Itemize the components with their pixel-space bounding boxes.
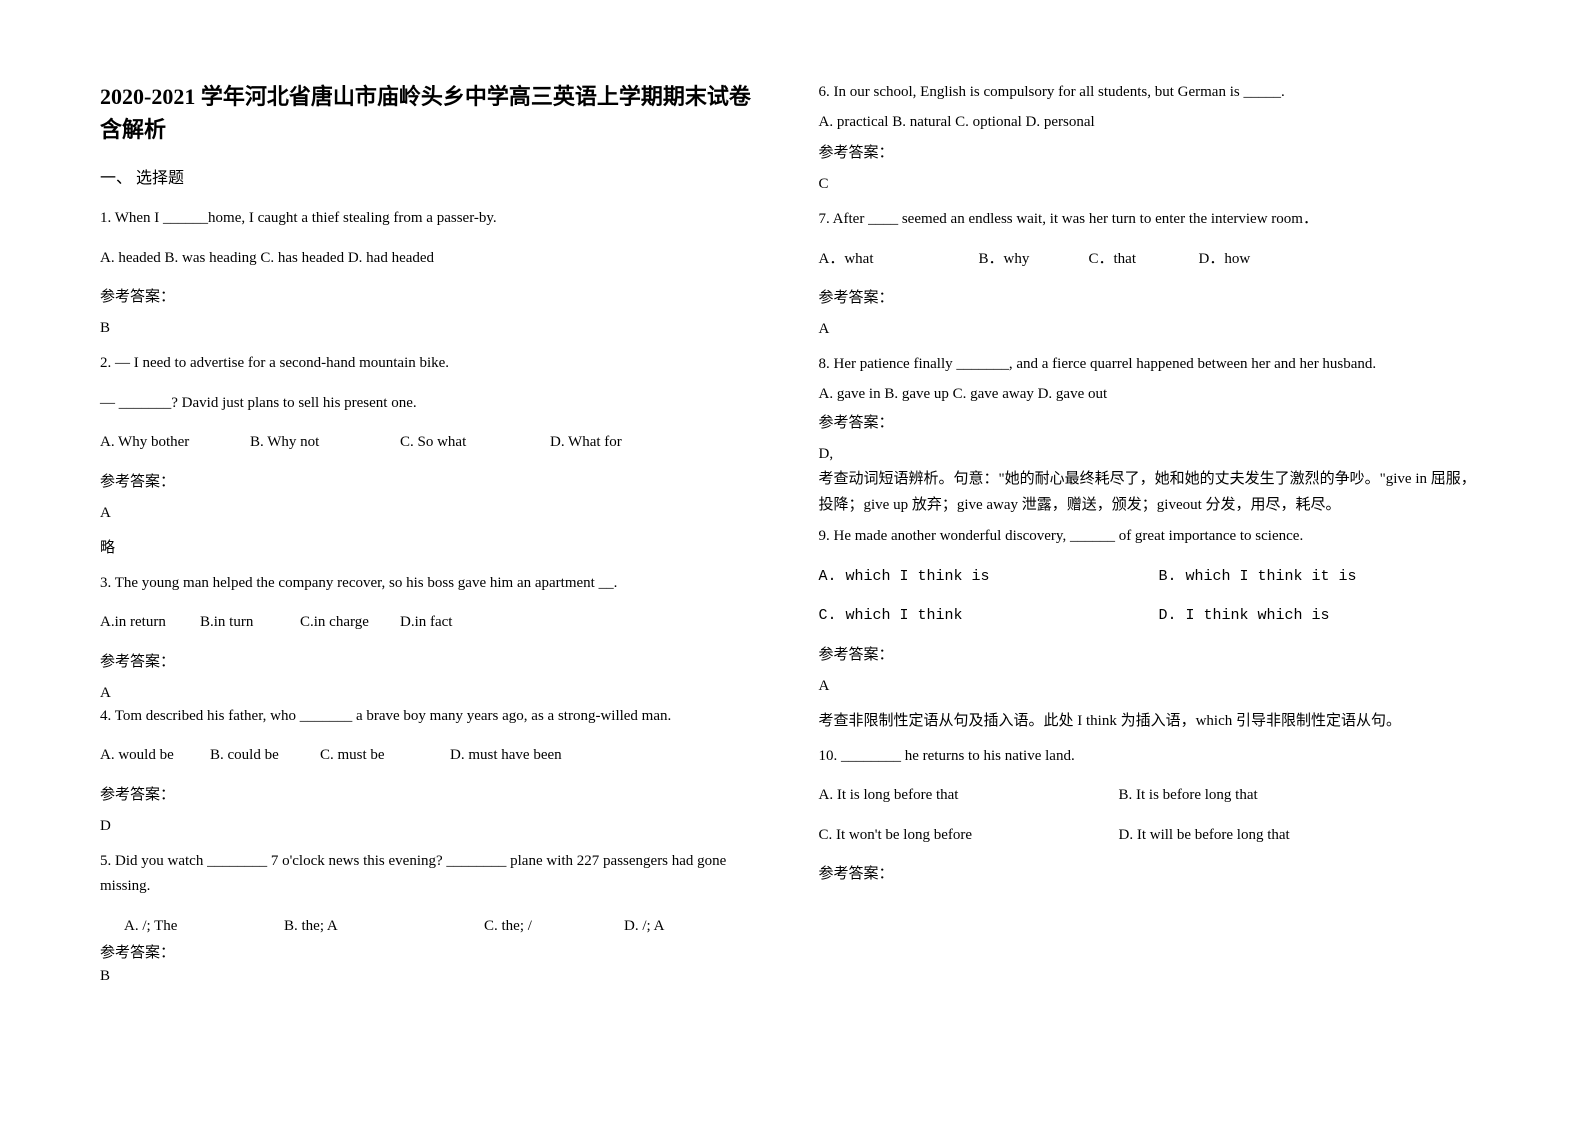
q3-optA: A.in return xyxy=(100,610,200,636)
q10-optA: A. It is long before that xyxy=(819,783,1119,809)
q4-optA: A. would be xyxy=(100,743,210,769)
q9-optD: D. I think which is xyxy=(1159,603,1330,629)
q9-options-row1: A. which I think is B. which I think it … xyxy=(819,564,1488,590)
q1-text: 1. When I ______home, I caught a thief s… xyxy=(100,206,769,232)
q10-text: 10. ________ he returns to his native la… xyxy=(819,744,1488,770)
q8-options: A. gave in B. gave up C. gave away D. ga… xyxy=(819,382,1488,408)
q8-explain: 考查动词短语辨析。句意："她的耐心最终耗尽了，她和她的丈夫发生了激烈的争吵。"g… xyxy=(819,467,1488,518)
q5-answer: B xyxy=(100,968,769,985)
q1-options: A. headed B. was heading C. has headed D… xyxy=(100,246,769,272)
q2-optB: B. Why not xyxy=(250,430,400,456)
q4-text: 4. Tom described his father, who _______… xyxy=(100,704,769,730)
q5-optD: D. /; A xyxy=(624,914,664,940)
q10-options-row2: C. It won't be long before D. It will be… xyxy=(819,823,1488,849)
q2-optA: A. Why bother xyxy=(100,430,250,456)
q8-answer: D, xyxy=(819,446,1488,463)
q6-answer: C xyxy=(819,176,1488,193)
q7-optD: D．how xyxy=(1199,247,1251,273)
q2-optD: D. What for xyxy=(550,430,622,456)
q5-optC: C. the; / xyxy=(484,914,624,940)
q2-answer: A xyxy=(100,505,769,522)
q5-text: 5. Did you watch ________ 7 o'clock news… xyxy=(100,849,769,900)
q7-optC: C．that xyxy=(1089,247,1199,273)
q3-options: A.in return B.in turn C.in charge D.in f… xyxy=(100,610,769,636)
q9-answer-label: 参考答案： xyxy=(819,643,1488,664)
q6-options: A. practical B. natural C. optional D. p… xyxy=(819,110,1488,136)
q5-optA: A. /; The xyxy=(124,914,284,940)
q3-text: 3. The young man helped the company reco… xyxy=(100,571,769,597)
q2-line2: — _______? David just plans to sell his … xyxy=(100,391,769,417)
q10-optB: B. It is before long that xyxy=(1119,783,1258,809)
q5-optB: B. the; A xyxy=(284,914,484,940)
q6-answer-label: 参考答案： xyxy=(819,141,1488,162)
q9-explain: 考查非限制性定语从句及插入语。此处 I think 为插入语，which 引导非… xyxy=(819,709,1488,730)
q4-optC: C. must be xyxy=(320,743,450,769)
q3-answer: A xyxy=(100,685,769,702)
q4-options: A. would be B. could be C. must be D. mu… xyxy=(100,743,769,769)
q5-answer-label: 参考答案： xyxy=(100,941,769,962)
q7-optA: A．what xyxy=(819,247,979,273)
q4-answer-label: 参考答案： xyxy=(100,783,769,804)
q10-answer-label: 参考答案： xyxy=(819,862,1488,883)
q2-answer-label: 参考答案： xyxy=(100,470,769,491)
q3-answer-label: 参考答案： xyxy=(100,650,769,671)
q5-options: A. /; The B. the; A C. the; / D. /; A xyxy=(100,914,769,940)
q3-optB: B.in turn xyxy=(200,610,300,636)
q6-text: 6. In our school, English is compulsory … xyxy=(819,80,1488,106)
q8-text: 8. Her patience finally _______, and a f… xyxy=(819,352,1488,378)
right-column: 6. In our school, English is compulsory … xyxy=(819,80,1488,1082)
q9-optC: C. which I think xyxy=(819,603,1159,629)
q1-answer: B xyxy=(100,320,769,337)
q7-text: 7. After ____ seemed an endless wait, it… xyxy=(819,207,1488,233)
q4-answer: D xyxy=(100,818,769,835)
q10-options-row1: A. It is long before that B. It is befor… xyxy=(819,783,1488,809)
q2-line1: 2. — I need to advertise for a second-ha… xyxy=(100,351,769,377)
q3-optD: D.in fact xyxy=(400,610,452,636)
left-column: 2020-2021 学年河北省唐山市庙岭头乡中学高三英语上学期期末试卷含解析 一… xyxy=(100,80,769,1082)
q7-options: A．what B．why C．that D．how xyxy=(819,247,1488,273)
q9-optB: B. which I think it is xyxy=(1159,564,1357,590)
q7-answer-label: 参考答案： xyxy=(819,286,1488,307)
q7-optB: B．why xyxy=(979,247,1089,273)
q4-optD: D. must have been xyxy=(450,743,562,769)
q4-optB: B. could be xyxy=(210,743,320,769)
q10-optC: C. It won't be long before xyxy=(819,823,1119,849)
q9-optA: A. which I think is xyxy=(819,564,1159,590)
q9-text: 9. He made another wonderful discovery, … xyxy=(819,524,1488,550)
exam-title: 2020-2021 学年河北省唐山市庙岭头乡中学高三英语上学期期末试卷含解析 xyxy=(100,80,769,146)
q7-answer: A xyxy=(819,321,1488,338)
q2-note: 略 xyxy=(100,536,769,557)
q3-optC: C.in charge xyxy=(300,610,400,636)
q10-optD: D. It will be before long that xyxy=(1119,823,1290,849)
q2-optC: C. So what xyxy=(400,430,550,456)
q8-answer-label: 参考答案： xyxy=(819,411,1488,432)
q9-answer: A xyxy=(819,678,1488,695)
q2-options: A. Why bother B. Why not C. So what D. W… xyxy=(100,430,769,456)
q9-options-row2: C. which I think D. I think which is xyxy=(819,603,1488,629)
q1-answer-label: 参考答案： xyxy=(100,285,769,306)
section-heading: 一、 选择题 xyxy=(100,164,769,188)
